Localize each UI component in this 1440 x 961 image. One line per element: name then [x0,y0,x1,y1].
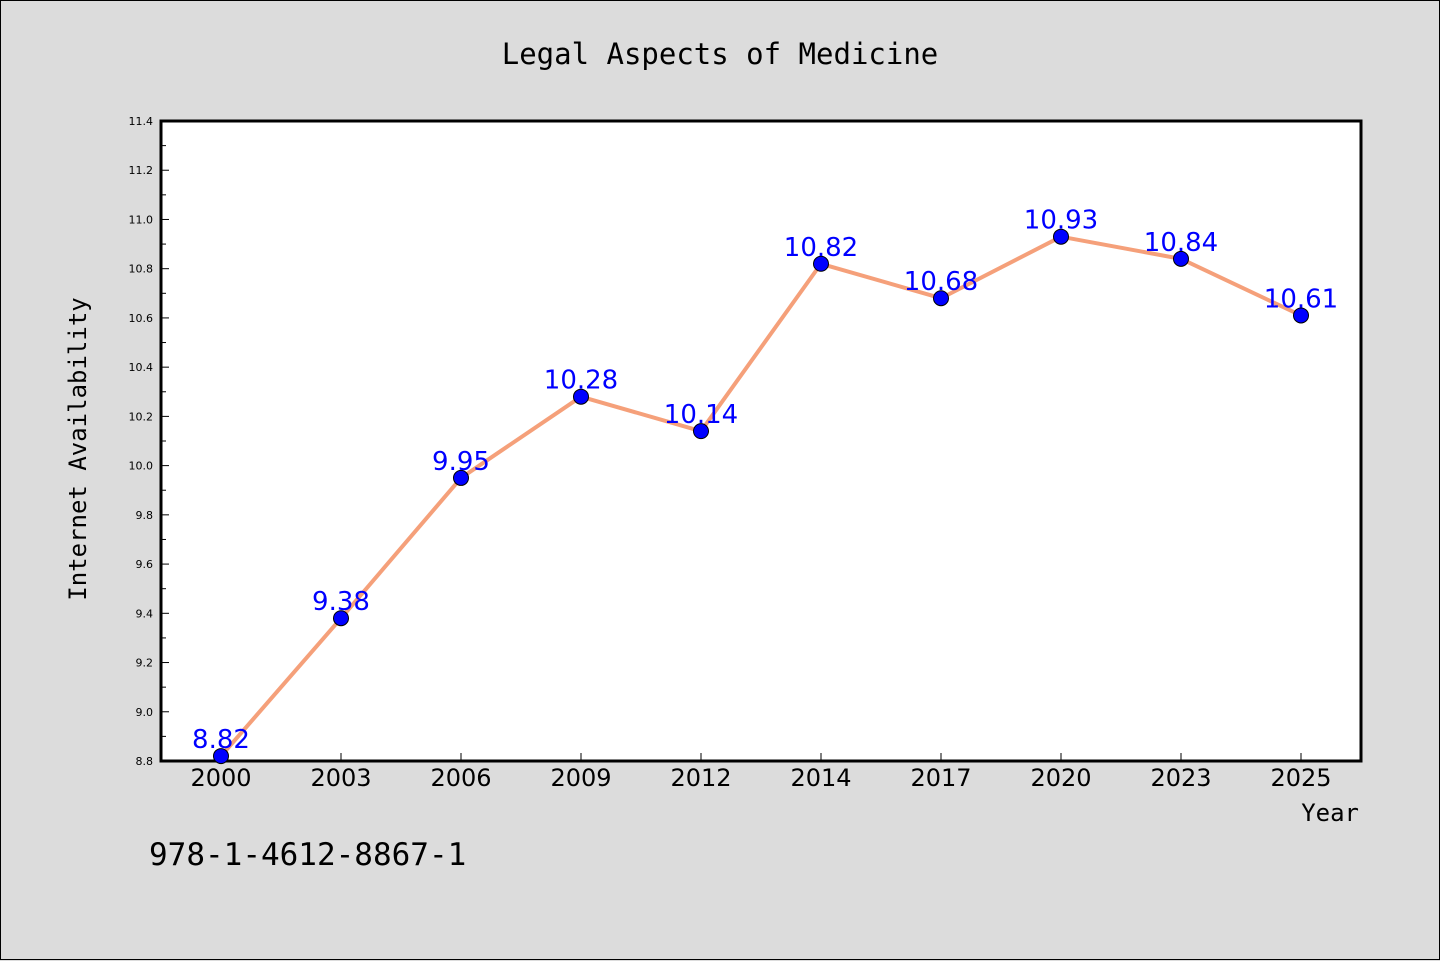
series-group [219,234,1302,758]
y-tick-label: 11.4 [129,115,154,128]
y-axis-ticks: 8.8 9.0 9.2 9.4 9.6 9.8 10.0 10.2 10.4 10.6 10.8 11… [129,115,169,768]
data-label: 10.28 [544,366,618,396]
plot-area [159,119,1363,763]
data-label: 9.38 [312,587,370,617]
x-tick-label: 2012 [670,764,731,792]
y-tick-label: 9.4 [136,607,154,620]
data-point [453,469,469,486]
x-tick-label: 2025 [1270,764,1331,792]
y-tick-label: 10.0 [129,460,154,473]
data-label: 10.84 [1144,228,1218,258]
y-tick-label: 9.2 [136,657,154,670]
points-group [213,228,1309,765]
y-tick-label: 10.4 [129,361,154,374]
x-tick-label: 2003 [310,764,371,792]
data-point [573,388,589,405]
data-point [813,255,829,272]
x-tick-label: 2006 [430,764,491,792]
x-tick-label: 2009 [550,764,611,792]
data-label: 10.82 [784,233,858,263]
y-tick-label: 10.8 [129,263,154,276]
chart-title: Legal Aspects of Medicine [502,37,939,71]
data-label: 10.68 [904,267,978,297]
y-tick-label: 10.2 [129,410,154,423]
x-axis-label: Year [1301,799,1359,827]
data-label: 9.95 [432,447,490,477]
data-point [693,423,709,440]
y-tick-label: 11.0 [129,213,154,226]
y-tick-label: 10.6 [129,312,154,325]
y-tick-label: 11.2 [129,164,154,177]
x-tick-label: 2023 [1150,764,1211,792]
x-axis-ticks: 2000 2003 2006 2009 2012 2014 2017 2020 2023 2025 [190,753,1332,792]
x-tick-label: 2014 [790,764,851,792]
series-line [219,234,1302,758]
data-label: 8.82 [192,725,250,755]
data-point [1293,307,1309,324]
x-tick-label: 2000 [190,764,251,792]
y-axis-label: Internet Availability [64,297,92,600]
data-point [1053,228,1069,245]
y-tick-label: 8.8 [136,755,154,768]
data-point [1173,250,1189,267]
data-point [333,610,349,627]
x-tick-label: 2020 [1030,764,1091,792]
data-point [213,748,229,765]
x-tick-label: 2017 [910,764,971,792]
y-tick-label: 9.8 [136,509,154,522]
isbn-text: 978-1-4612-8867-1 [149,837,466,873]
data-label: 10.14 [664,400,738,430]
data-labels-group: 8.82 9.38 9.95 10.28 10.14 10.82 10.68 10.93 10.… [192,206,1338,755]
y-tick-label: 9.6 [136,558,154,571]
data-label: 10.93 [1024,206,1098,236]
data-point [933,290,949,307]
y-tick-label: 9.0 [136,706,154,719]
data-label: 10.61 [1264,284,1338,314]
